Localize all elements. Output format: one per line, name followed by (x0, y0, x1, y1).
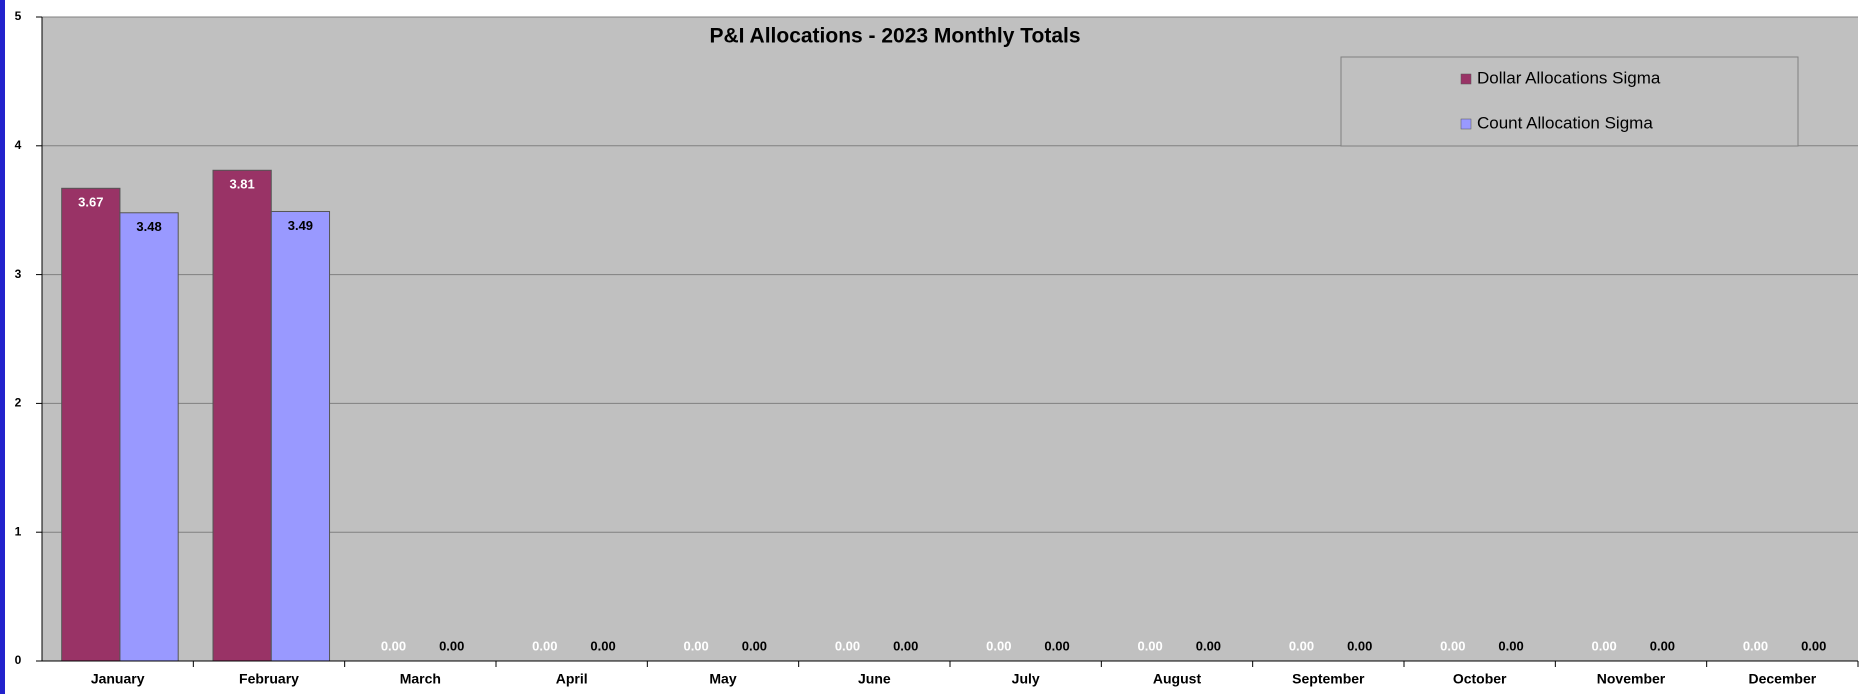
data-label: 3.81 (229, 177, 254, 192)
bar (61, 187, 121, 662)
x-tick-label: October (1453, 671, 1507, 687)
data-label: 0.00 (1196, 638, 1221, 653)
y-tick-label: 4 (15, 138, 22, 152)
x-tick-label: December (1748, 671, 1816, 687)
legend-swatch (1460, 118, 1472, 130)
y-tick-label: 2 (15, 396, 22, 410)
x-tick-label: March (400, 671, 441, 687)
y-tick-label: 1 (15, 524, 22, 538)
y-tick-label: 3 (15, 267, 22, 281)
x-tick-label: June (858, 671, 891, 687)
data-label: 3.48 (136, 219, 161, 234)
data-label: 0.00 (1801, 638, 1826, 653)
data-label: 0.00 (1743, 638, 1768, 653)
x-tick-label: January (91, 671, 145, 687)
legend-swatch (1460, 73, 1472, 85)
data-label: 0.00 (683, 638, 708, 653)
data-label: 0.00 (1137, 638, 1162, 653)
data-label: 0.00 (835, 638, 860, 653)
bar (119, 212, 179, 662)
data-label: 0.00 (590, 638, 615, 653)
chart-title: P&I Allocations - 2023 Monthly Totals (709, 25, 1080, 48)
bar (212, 169, 272, 662)
x-tick-label: April (556, 671, 588, 687)
bar (270, 210, 331, 662)
y-tick-label: 5 (15, 9, 22, 23)
x-tick-label: July (1012, 671, 1040, 687)
data-label: 0.00 (1591, 638, 1616, 653)
x-tick-label: May (709, 671, 736, 687)
legend-label: Count Allocation Sigma (1477, 113, 1653, 132)
data-label: 0.00 (1347, 638, 1372, 653)
x-tick-label: August (1153, 671, 1202, 687)
data-label: 0.00 (1650, 638, 1675, 653)
legend-box (1340, 56, 1799, 147)
data-label: 0.00 (532, 638, 557, 653)
legend-label: Dollar Allocations Sigma (1477, 68, 1661, 87)
data-label: 0.00 (893, 638, 918, 653)
x-tick-label: November (1597, 671, 1666, 687)
window-edge (0, 0, 5, 694)
data-label: 0.00 (986, 638, 1011, 653)
data-label: 0.00 (439, 638, 464, 653)
data-label: 3.49 (288, 218, 313, 233)
data-label: 0.00 (1044, 638, 1069, 653)
data-label: 0.00 (1440, 638, 1465, 653)
x-tick-label: September (1292, 671, 1365, 687)
data-label: 0.00 (1498, 638, 1523, 653)
data-label: 0.00 (1289, 638, 1314, 653)
data-label: 3.67 (78, 195, 103, 210)
x-tick-label: February (239, 671, 299, 687)
y-tick-label: 0 (15, 653, 22, 667)
data-label: 0.00 (381, 638, 406, 653)
data-label: 0.00 (742, 638, 767, 653)
